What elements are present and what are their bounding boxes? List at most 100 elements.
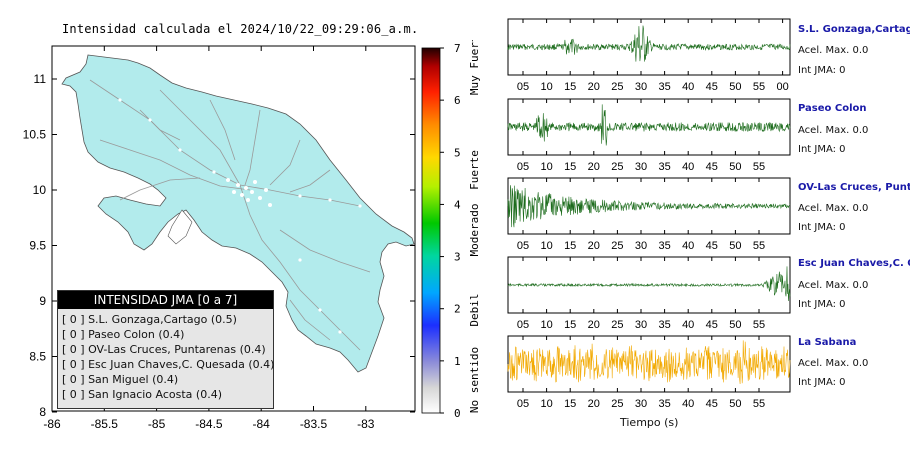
map-ytick-label: 8.5 [29,350,46,364]
station-acel: Acel. Max. 0.0 [798,45,869,56]
trace-tick-label: 15 [564,81,576,93]
station-name: La Sabana [798,337,857,348]
station-acel: Acel. Max. 0.0 [798,125,869,136]
trace-tick-label: 05 [517,81,529,93]
trace-tick-label: 30 [635,240,647,252]
map-axes: 11 10.5 10 9.5 9 8.5 8-86 -85.5 -85 -84.5 -84 -83.5… [23,46,415,431]
legend-row: [ 0 ] Paseo Colon (0.4) [62,328,185,341]
colorbar-tick-label: 7 [454,42,461,55]
trace-tick-label: 20 [588,398,600,410]
trace-tick-label: 20 [588,81,600,93]
trace-tick-label: 30 [635,81,647,93]
map-ytick-label: 8 [39,405,46,419]
trace-tick-label: 05 [517,398,529,410]
trace-tick-label: 25 [611,161,623,173]
map-xtick-label: -84 [253,417,271,431]
trace-tick-label: 30 [635,398,647,410]
trace-tick-label: 45 [706,81,718,93]
map-ytick-label: 10.5 [23,128,47,142]
road-network [89,79,371,351]
station-int: Int JMA: 0 [798,377,846,388]
trace-tick-label: 25 [611,319,623,331]
trace-tick-label: 30 [635,161,647,173]
trace-tick-label: 25 [611,398,623,410]
map-xtick-label: -84.5 [195,417,223,431]
trace-tick-label: 25 [611,81,623,93]
station-int: Int JMA: 0 [798,65,846,76]
map-xtick-label: -86 [43,417,61,431]
trace-tick-label: 55 [753,240,765,252]
legend-row: [ 0 ] S.L. Gonzaga,Cartago (0.5) [62,313,237,326]
station-name: OV-Las Cruces, Puntar [798,182,910,193]
trace-tick-label: 50 [729,81,741,93]
legend-rows: [ 0 ] S.L. Gonzaga,Cartago (0.5) [ 0 ] P… [58,309,275,402]
seismogram-trace [507,185,791,228]
colorbar-label: No sentido [468,347,481,413]
trace-tick-label: 40 [682,398,694,410]
trace-tick-label: 20 [588,240,600,252]
trace-tick-label: 55 [753,319,765,331]
map-xtick-label: -85.5 [91,417,119,431]
seismogram-trace [507,25,791,62]
station-int: Int JMA: 0 [798,222,846,233]
colorbar-label: Debil [468,293,481,326]
trace-tick-label: 35 [658,81,670,93]
station-name: Paseo Colon [798,103,867,114]
legend-row: [ 0 ] San Miguel (0.4) [62,373,179,386]
station-int: Int JMA: 0 [798,144,846,155]
trace-tick-label: 55 [753,398,765,410]
map-xtick-label: -83.5 [300,417,328,431]
colorbar-tick-label: 3 [454,251,461,264]
station-acel: Acel. Max. 0.0 [798,203,869,214]
colorbar-tick-label: 5 [454,146,461,159]
trace-tick-label: 55 [753,81,765,93]
trace-tick-label: 45 [706,240,718,252]
colorbar-labels: Muy Fuerte Fuerte Moderado Debil No sentido [468,40,481,413]
seismogram-trace [507,340,791,385]
map-ytick-label: 9 [39,294,46,308]
map-ytick-label: 9.5 [29,239,46,253]
trace-tick-label: 05 [517,240,529,252]
trace-tick-label: 10 [540,398,552,410]
trace-tick-label: 10 [540,161,552,173]
trace-tick-label: 20 [588,161,600,173]
station-int: Int JMA: 0 [798,299,846,310]
intensity-colorbar: 7 6 5 4 3 2 1 0 Muy Fuerte Fuerte Moderado Debil No… [421,40,481,420]
seismogram-trace [507,104,791,146]
trace-tick-label: 45 [706,161,718,173]
trace-tick-label: 40 [682,161,694,173]
colorbar-label: Fuerte [468,150,481,190]
trace-tick-label: 25 [611,240,623,252]
trace-tick-label: 45 [706,319,718,331]
trace-tick-label: 15 [564,398,576,410]
colorbar-tick-label: 1 [454,355,461,368]
trace-tick-label: 10 [540,240,552,252]
trace-tick-label: 40 [682,319,694,331]
trace-tick-label: 45 [706,398,718,410]
trace-tick-label: 50 [729,398,741,410]
legend-header: INTENSIDAD JMA [0 a 7] [58,291,273,309]
trace-tick-label: 35 [658,161,670,173]
intensity-map-panel: Intensidad calculada el 2024/10/22_09:29… [23,22,481,431]
trace-tick-label: 00 [776,81,788,93]
trace-tick-label: 15 [564,240,576,252]
map-xtick-label: -83 [357,417,375,431]
trace-tick-label: 50 [729,240,741,252]
trace-tick-label: 35 [658,398,670,410]
seismogram-traces: 05 10 15 20 25 30 35 40 45 50 55 00 05 10 15 20 25 30 35 40… [507,18,791,410]
trace-tick-label: 05 [517,161,529,173]
colorbar-label: Moderado [468,204,481,257]
colorbar-tick-label: 0 [454,407,461,420]
legend-row: [ 0 ] Esc Juan Chaves,C. Quesada (0.4) [62,358,275,371]
trace-tick-label: 55 [753,161,765,173]
trace-tick-label: 15 [564,161,576,173]
colorbar-tick-label: 4 [454,198,461,211]
trace-tick-label: 40 [682,81,694,93]
country-shape [61,54,415,373]
station-name: S.L. Gonzaga,Cartago [798,24,910,35]
trace-tick-label: 20 [588,319,600,331]
trace-tick-label: 50 [729,161,741,173]
trace-tick-label: 10 [540,81,552,93]
seismogram-trace [507,266,791,302]
colorbar-label: Muy Fuerte [468,40,481,95]
